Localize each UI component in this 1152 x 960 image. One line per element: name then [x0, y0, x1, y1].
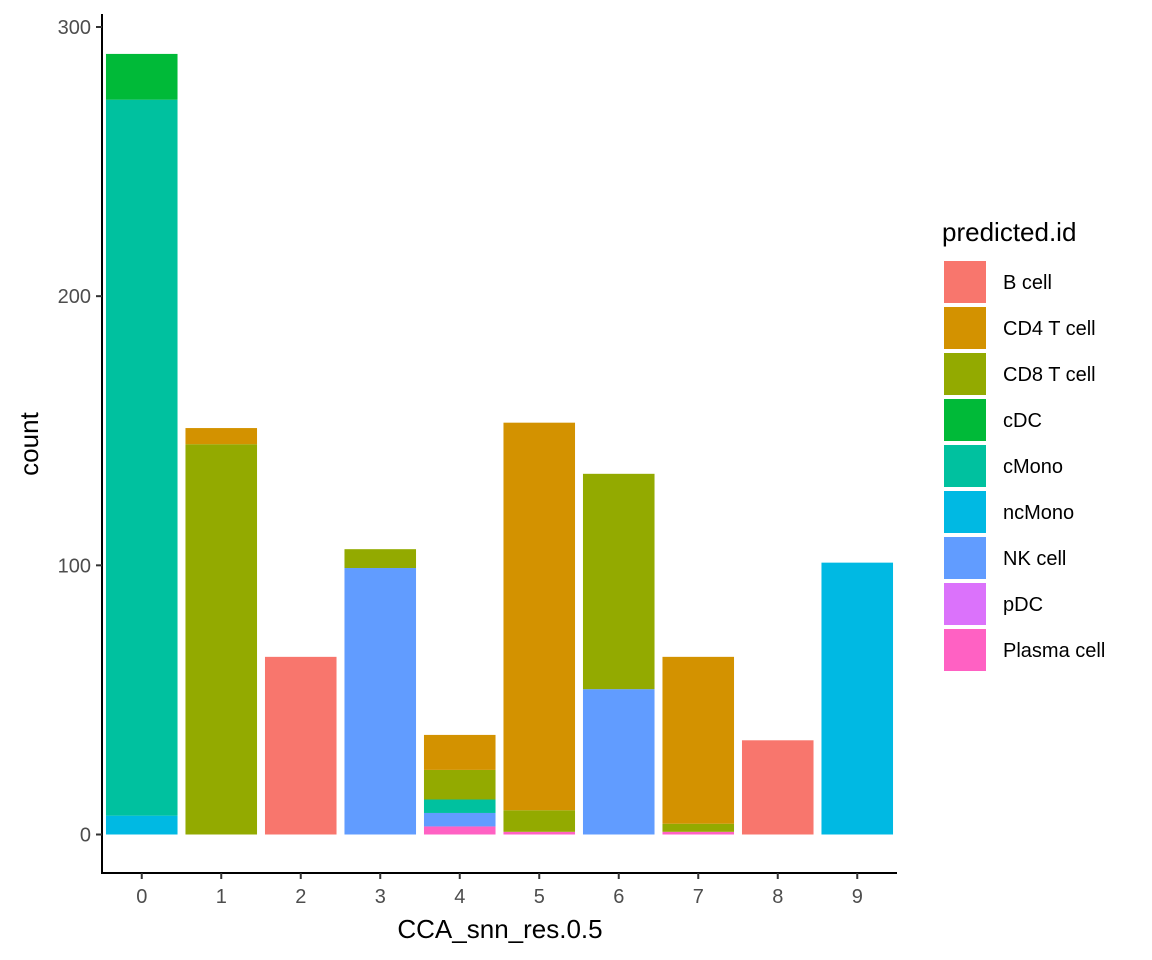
x-tick-label: 3 — [375, 886, 386, 908]
bar-segment-nk-cell-3 — [344, 568, 417, 835]
y-tick-label: 0 — [80, 825, 91, 847]
bar-segment-cd8-t-cell-3 — [344, 549, 417, 569]
legend-label: cDC — [1003, 410, 1042, 432]
y-tick-label: 200 — [58, 286, 91, 308]
bar-segment-b-cell-2 — [264, 656, 337, 835]
bar-segment-nk-cell-6 — [582, 689, 655, 835]
bar-segment-cd8-t-cell-7 — [662, 823, 735, 832]
x-tick-label: 1 — [216, 886, 227, 908]
legend-label: ncMono — [1003, 502, 1074, 524]
x-tick-label: 8 — [772, 886, 783, 908]
bar-segment-cmono-4 — [423, 799, 496, 813]
bar-segment-b-cell-8 — [741, 740, 814, 835]
legend-swatch — [944, 399, 986, 441]
bar-segment-cd8-t-cell-4 — [423, 769, 496, 800]
x-tick-label: 4 — [454, 886, 465, 908]
axes-layer — [101, 14, 897, 874]
x-tick-label: 7 — [693, 886, 704, 908]
x-tick-label: 9 — [852, 886, 863, 908]
bar-segment-cd4-t-cell-1 — [185, 428, 258, 445]
legend-items: B cell CD4 T cell CD8 T cell cDC cMono ncMono… — [944, 261, 1105, 671]
bar-segment-cdc-0 — [105, 53, 178, 100]
legend-swatch — [944, 583, 986, 625]
bar-segment-plasma-cell-7 — [662, 831, 735, 835]
legend-swatch — [944, 261, 986, 303]
legend-label: CD8 T cell — [1003, 364, 1096, 386]
legend-label: pDC — [1003, 594, 1043, 616]
legend-swatch — [944, 353, 986, 395]
bar-segment-ncmono-9 — [821, 562, 894, 835]
bar-segment-cd4-t-cell-4 — [423, 734, 496, 770]
legend-label: CD4 T cell — [1003, 318, 1096, 340]
legend-swatch — [944, 307, 986, 349]
bar-segment-cd4-t-cell-5 — [503, 422, 576, 811]
legend-swatch — [944, 445, 986, 487]
legend-label: Plasma cell — [1003, 640, 1105, 662]
bar-segment-cd8-t-cell-1 — [185, 444, 258, 835]
bar-segment-plasma-cell-5 — [503, 831, 576, 835]
y-tick-label: 100 — [58, 555, 91, 577]
bar-segment-cmono-0 — [105, 99, 178, 816]
bar-segment-ncmono-0 — [105, 815, 178, 835]
legend: predicted.id B cell CD4 T cell CD8 T cell c… — [942, 217, 1105, 671]
bar-segment-plasma-cell-4 — [423, 826, 496, 835]
bar-layer — [105, 53, 894, 835]
y-tick-label: 300 — [58, 17, 91, 39]
legend-swatch — [944, 491, 986, 533]
legend-swatch — [944, 629, 986, 671]
x-axis-title: CCA_snn_res.0.5 — [397, 914, 602, 944]
x-tick-label: 0 — [136, 886, 147, 908]
bar-segment-nk-cell-4 — [423, 812, 496, 827]
legend-swatch — [944, 537, 986, 579]
legend-label: B cell — [1003, 272, 1052, 294]
x-tick-label: 2 — [295, 886, 306, 908]
legend-label: NK cell — [1003, 548, 1066, 570]
legend-label: cMono — [1003, 456, 1063, 478]
y-ticks: 0 100 200 300 — [58, 17, 102, 847]
bar-segment-cd8-t-cell-5 — [503, 810, 576, 832]
legend-title: predicted.id — [942, 217, 1076, 247]
bar-segment-cd4-t-cell-7 — [662, 656, 735, 824]
x-tick-label: 5 — [534, 886, 545, 908]
x-ticks: 0 1 2 3 4 5 6 7 8 9 — [136, 873, 863, 908]
bar-segment-cd8-t-cell-6 — [582, 473, 655, 690]
x-tick-label: 6 — [613, 886, 624, 908]
y-axis-title: count — [14, 411, 44, 475]
